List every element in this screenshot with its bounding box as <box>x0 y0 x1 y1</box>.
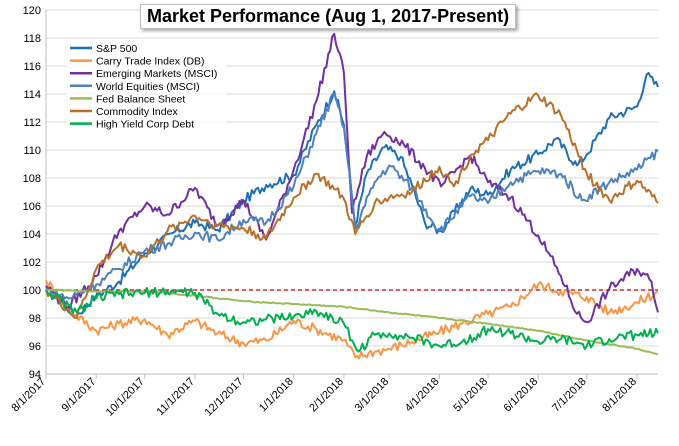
x-tick-label: 12/1/2017 <box>203 376 246 419</box>
legend-label: Commodity Index <box>96 106 178 118</box>
x-tick-label: 8/1/2018 <box>600 376 639 415</box>
y-tick-label: 118 <box>23 33 41 45</box>
legend-label: World Equities (MSCI) <box>96 81 200 93</box>
series-line-commodity-index <box>45 92 659 319</box>
x-tick-label: 6/1/2018 <box>502 376 541 415</box>
legend-label: S&P 500 <box>96 43 137 55</box>
x-tick-label: 1/1/2018 <box>257 376 296 415</box>
y-tick-label: 94 <box>29 369 41 381</box>
x-tick-label: 7/1/2018 <box>550 376 589 415</box>
x-tick-label: 11/1/2017 <box>155 376 198 419</box>
x-tick-label: 5/1/2018 <box>451 376 490 415</box>
series-line-carry-trade-index-db <box>45 279 659 360</box>
y-tick-label: 100 <box>23 285 41 297</box>
legend-label: Emerging Markets (MSCI) <box>96 68 217 80</box>
chart-title: Market Performance (Aug 1, 2017-Present) <box>140 4 517 29</box>
y-tick-label: 106 <box>23 201 41 213</box>
series-line-high-yield-corp-debt <box>45 286 659 353</box>
y-tick-label: 110 <box>23 145 41 157</box>
x-tick-label: 9/1/2017 <box>60 376 99 415</box>
y-tick-label: 114 <box>23 89 41 101</box>
series-layer <box>45 32 659 360</box>
legend-label: High Yield Corp Debt <box>96 119 194 131</box>
y-tick-label: 104 <box>23 229 41 241</box>
x-tick-label: 3/1/2018 <box>353 376 392 415</box>
x-tick-label: 10/1/2017 <box>104 376 147 419</box>
x-tick-label: 8/1/2017 <box>9 376 48 415</box>
y-tick-label: 116 <box>23 61 41 73</box>
x-tick-label: 2/1/2018 <box>307 376 346 415</box>
y-tick-label: 112 <box>23 117 41 129</box>
legend-label: Fed Balance Sheet <box>96 93 185 105</box>
y-tick-label: 102 <box>23 257 41 269</box>
legend-label: Carry Trade Index (DB) <box>96 56 205 68</box>
y-tick-label: 108 <box>23 173 41 185</box>
x-tick-label: 4/1/2018 <box>403 376 442 415</box>
y-tick-label: 98 <box>29 313 41 325</box>
series-line-world-equities-msci <box>45 93 659 301</box>
legend-background <box>66 40 226 135</box>
y-tick-label: 120 <box>23 5 41 17</box>
y-tick-label: 96 <box>29 341 41 353</box>
